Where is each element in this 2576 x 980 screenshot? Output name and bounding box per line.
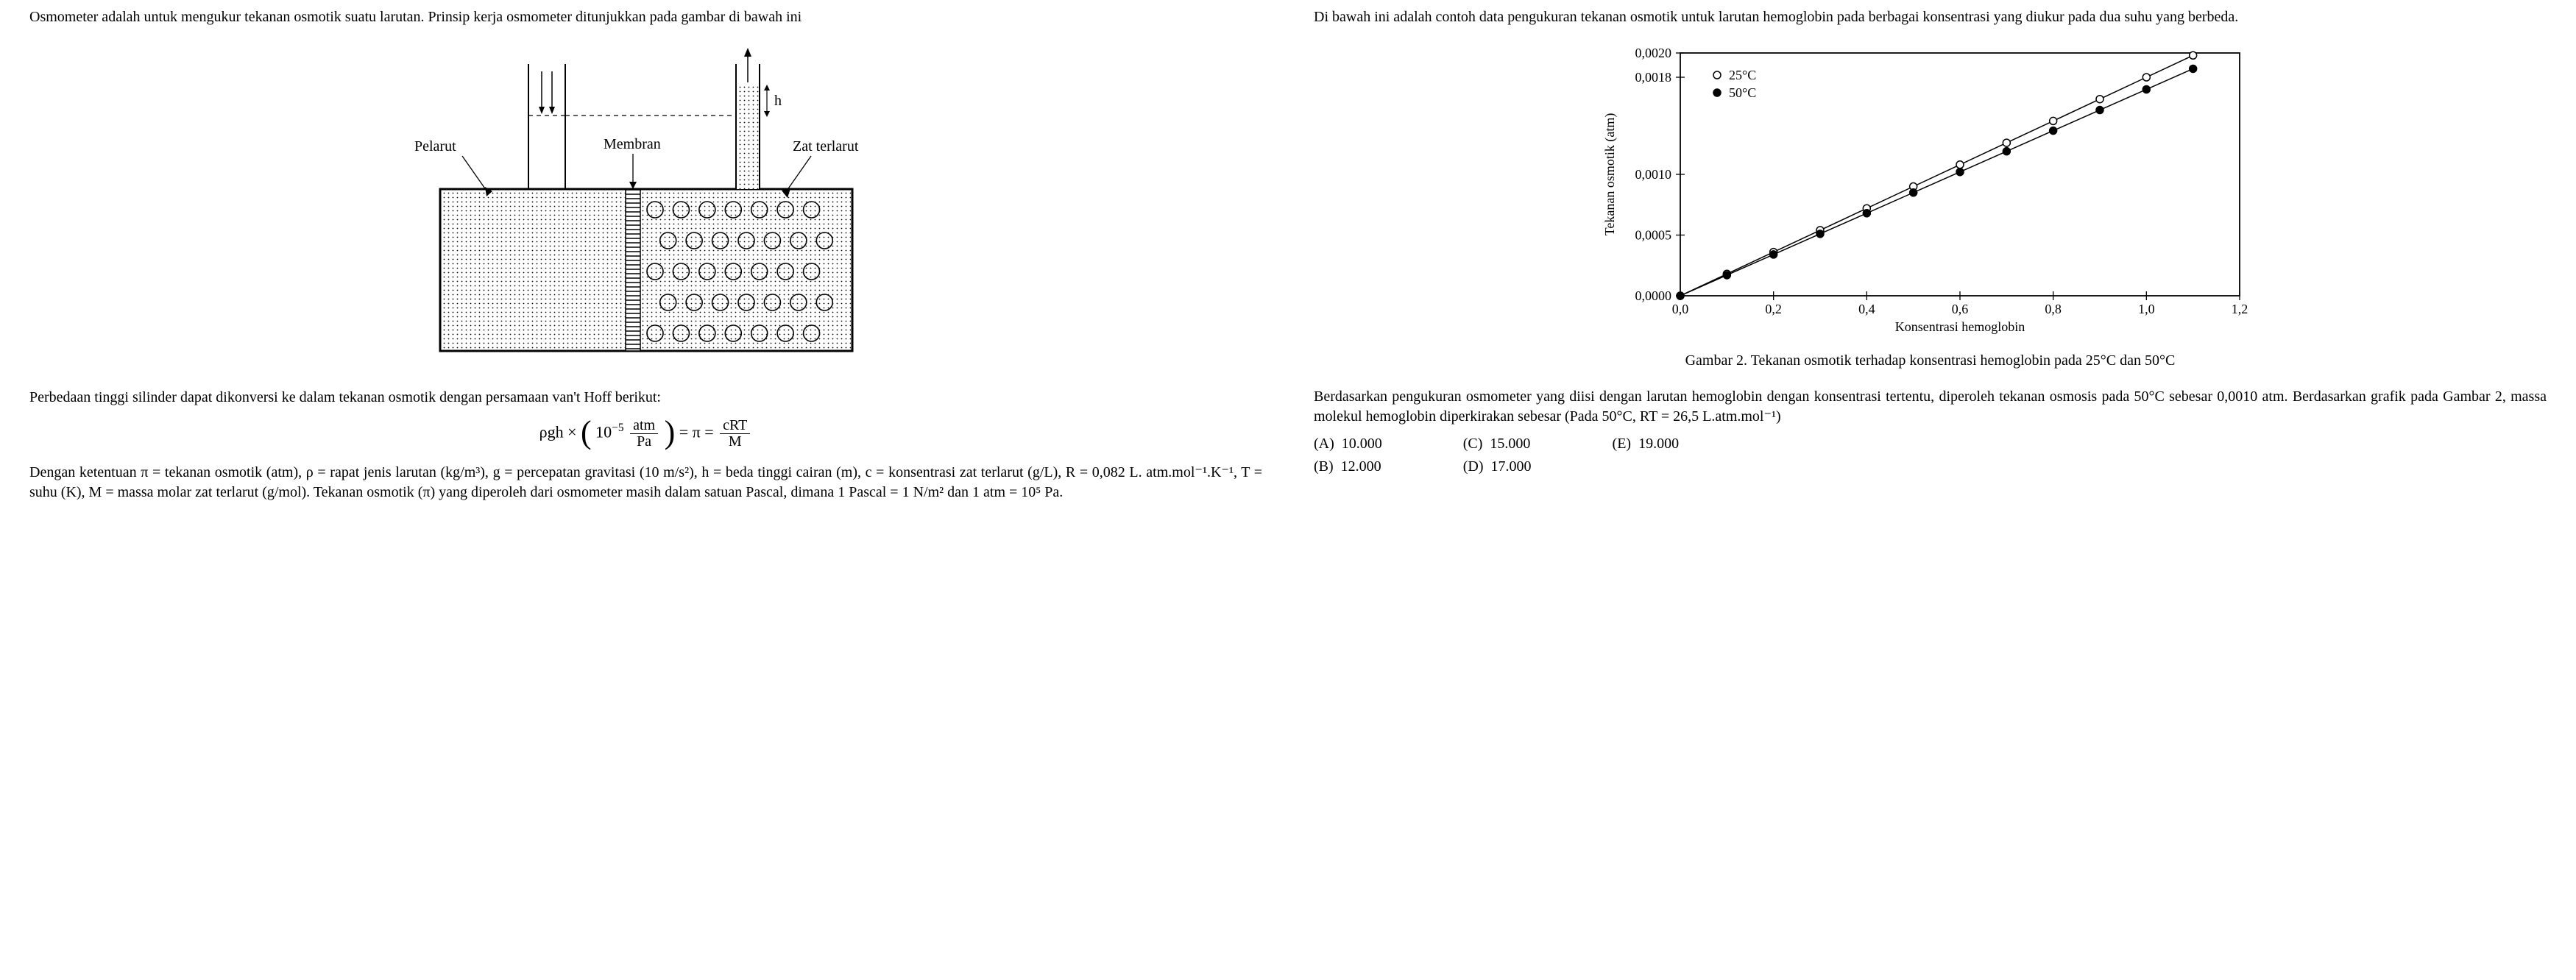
osmotic-chart: 0,0 0,2 0,4 0,6 0,8 1,0 1,2 0,0000 0,0005 0,0010 0…: [1314, 35, 2547, 344]
eq-ten: 10: [595, 423, 612, 441]
svg-text:50°C: 50°C: [1729, 85, 1756, 100]
ans-col-1: (A) 10.000 (B) 12.000: [1314, 434, 1382, 477]
svg-text:Zat terlarut: Zat terlarut: [793, 138, 859, 155]
eq-frac2-num: cRT: [720, 418, 750, 434]
eq-frac1-den: Pa: [630, 434, 658, 450]
svg-text:Konsentrasi hemoglobin: Konsentrasi hemoglobin: [1894, 319, 2024, 334]
eq-frac1: atm Pa: [630, 418, 658, 450]
left-column: Osmometer adalah untuk mengukur tekanan …: [29, 7, 1262, 973]
definitions-para: Dengan ketentuan π = tekanan osmotik (at…: [29, 463, 1262, 503]
svg-text:0,2: 0,2: [1765, 302, 1782, 316]
question-text: Berdasarkan pengukuran osmometer yang di…: [1314, 387, 2547, 427]
intro-left: Osmometer adalah untuk mengukur tekanan …: [29, 7, 1262, 27]
answer-c: (C) 15.000: [1463, 434, 1532, 454]
svg-text:25°C: 25°C: [1729, 68, 1756, 82]
svg-text:h: h: [774, 93, 782, 109]
eq-frac1-num: atm: [630, 418, 658, 434]
answer-d: (D) 17.000: [1463, 457, 1532, 477]
svg-text:0,0020: 0,0020: [1635, 46, 1671, 60]
intro-right: Di bawah ini adalah contoh data pengukur…: [1314, 7, 2547, 27]
eq-ten-sup: −5: [612, 422, 623, 434]
eq-lhs: ρgh ×: [539, 423, 581, 441]
osmometer-svg: h Pelarut Membran Zat terlarut: [381, 42, 911, 366]
vanthoff-equation: ρgh × ( 10−5 atm Pa ) = π = cRT M: [29, 418, 1262, 450]
answer-b: (B) 12.000: [1314, 457, 1382, 477]
eq-frac2-den: M: [720, 434, 750, 450]
eq-mid: = π =: [679, 423, 718, 441]
svg-text:1,0: 1,0: [2138, 302, 2155, 316]
paren-close-icon: ): [665, 414, 676, 450]
svg-text:Pelarut: Pelarut: [414, 138, 456, 155]
svg-text:0,0005: 0,0005: [1635, 228, 1671, 243]
svg-text:0,0010: 0,0010: [1635, 167, 1671, 182]
ans-col-3: (E) 19.000: [1613, 434, 1680, 477]
osmometer-diagram: h Pelarut Membran Zat terlarut: [29, 42, 1262, 366]
answer-e: (E) 19.000: [1613, 434, 1680, 454]
figure-caption: Gambar 2. Tekanan osmotik terhadap konse…: [1314, 351, 2547, 371]
ans-col-2: (C) 15.000 (D) 17.000: [1463, 434, 1532, 477]
right-column: Di bawah ini adalah contoh data pengukur…: [1314, 7, 2547, 973]
svg-text:0,0018: 0,0018: [1635, 70, 1671, 85]
svg-text:Membran: Membran: [604, 136, 661, 152]
svg-text:0,4: 0,4: [1858, 302, 1875, 316]
answer-a: (A) 10.000: [1314, 434, 1382, 454]
svg-text:Tekanan osmotik (atm): Tekanan osmotik (atm): [1602, 113, 1618, 236]
svg-text:0,0: 0,0: [1671, 302, 1688, 316]
svg-text:0,0000: 0,0000: [1635, 288, 1671, 303]
answer-options: (A) 10.000 (B) 12.000 (C) 15.000 (D) 17.…: [1314, 434, 2547, 477]
svg-text:0,8: 0,8: [2045, 302, 2062, 316]
svg-text:1,2: 1,2: [2231, 302, 2248, 316]
svg-text:0,6: 0,6: [1951, 302, 1968, 316]
vanthoff-intro: Perbedaan tinggi silinder dapat dikonver…: [29, 388, 1262, 408]
eq-frac2: cRT M: [720, 418, 750, 450]
chart-svg: 0,0 0,2 0,4 0,6 0,8 1,0 1,2 0,0000 0,0005 0,0010 0…: [1570, 35, 2291, 344]
paren-open-icon: (: [581, 414, 592, 450]
